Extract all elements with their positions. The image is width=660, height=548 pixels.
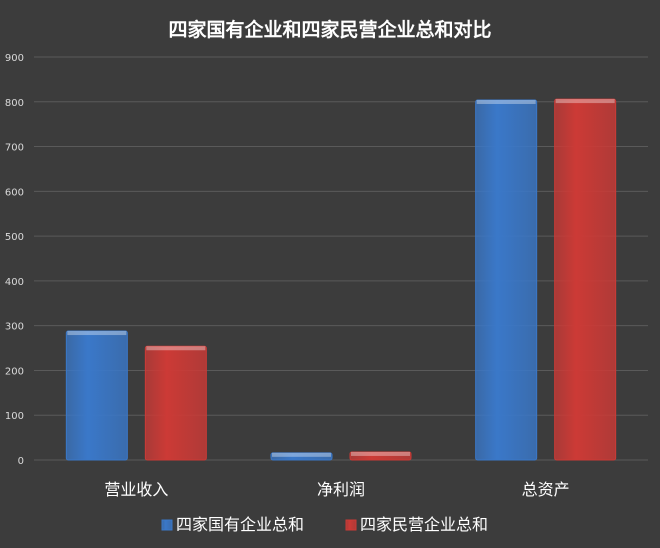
legend-label: 四家民营企业总和	[360, 515, 488, 534]
y-tick-label: 100	[5, 411, 24, 422]
y-tick-label: 200	[5, 366, 24, 377]
bar-highlight	[555, 99, 615, 104]
y-tick-label: 500	[5, 232, 24, 243]
y-tick-label: 700	[5, 143, 24, 154]
bar	[349, 451, 412, 461]
bar	[270, 452, 333, 461]
bar	[144, 345, 207, 461]
legend-label: 四家国有企业总和	[176, 515, 304, 534]
bar	[475, 99, 538, 461]
x-tick-label: 营业收入	[104, 480, 168, 499]
legend-swatch	[345, 519, 357, 531]
x-tick-label: 净利润	[317, 480, 365, 499]
y-tick-label: 800	[5, 98, 24, 109]
y-tick-label: 600	[5, 187, 24, 198]
bar-highlight	[146, 346, 206, 351]
gridlines	[34, 56, 648, 461]
x-tick-label: 总资产	[522, 480, 570, 499]
bars	[65, 98, 617, 461]
bar	[65, 330, 128, 461]
bar-highlight	[272, 452, 331, 457]
legend-swatch	[161, 519, 173, 531]
x-axis-labels: 营业收入 净利润 总资产	[104, 480, 569, 499]
y-tick-label: 900	[5, 53, 24, 64]
y-tick-label: 300	[5, 322, 24, 333]
bar-highlight	[67, 331, 127, 336]
y-tick-label: 400	[5, 277, 24, 288]
chart-title: 四家国有企业和四家民营企业总和对比	[168, 18, 491, 41]
bar-highlight	[476, 99, 536, 104]
y-tick-label: 0	[18, 456, 24, 467]
bar-highlight	[351, 451, 410, 456]
bar	[554, 98, 617, 461]
y-axis-ticks: 0 100 200 300 400 500 600 700 800 900	[5, 53, 24, 467]
legend: 四家国有企业总和 四家民营企业总和	[161, 515, 488, 534]
